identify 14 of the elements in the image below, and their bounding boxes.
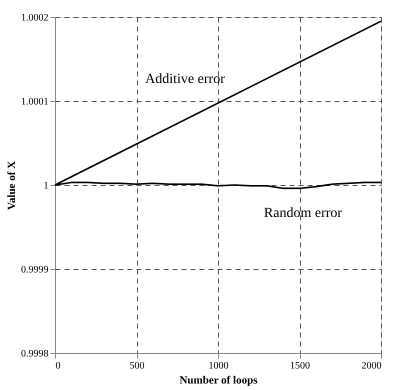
x-tick-label: 0 bbox=[56, 360, 60, 372]
x-tick-label: 1500 bbox=[290, 360, 310, 372]
x-tick-label: 1000 bbox=[208, 360, 228, 372]
y-tick-label: 0.9999 bbox=[21, 264, 48, 276]
y-tick-label: 1 bbox=[44, 180, 48, 192]
x-tick-label: 500 bbox=[130, 360, 144, 372]
y-tick-label: 1.0001 bbox=[21, 96, 48, 108]
y-tick-label: 0.9998 bbox=[21, 348, 48, 360]
x-tick-label: 2000 bbox=[362, 360, 382, 372]
y-axis-title: Value of X bbox=[6, 160, 18, 210]
annotation: Random error bbox=[264, 206, 342, 221]
x-axis-title: Number of loops bbox=[179, 374, 258, 386]
y-tick-label: 1.0002 bbox=[21, 12, 48, 24]
annotation: Additive error bbox=[145, 72, 226, 87]
